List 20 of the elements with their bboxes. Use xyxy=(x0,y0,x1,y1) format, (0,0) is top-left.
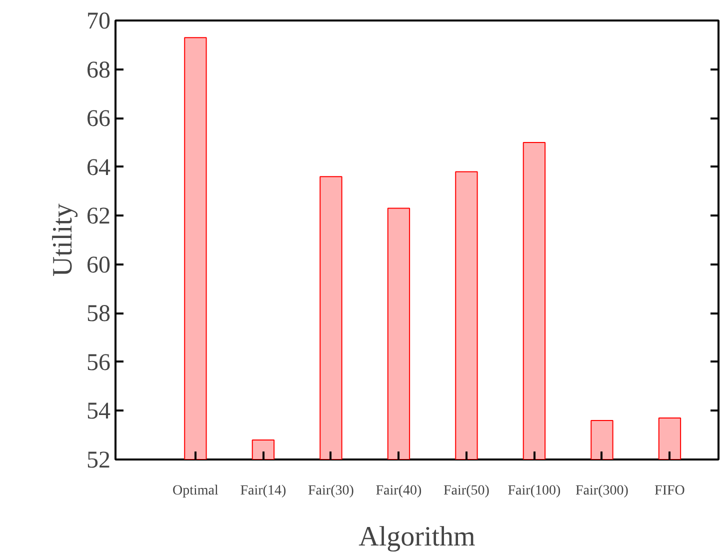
y-tick-label: 60 xyxy=(86,252,110,278)
y-tick-label: 54 xyxy=(86,398,110,425)
x-tick-label: Fair(14) xyxy=(240,484,286,498)
x-tick-label: Fair(40) xyxy=(376,484,422,498)
x-tick-label: Fair(100) xyxy=(508,484,561,498)
x-tick-label: Fair(300) xyxy=(576,484,629,498)
y-axis-title: Utility xyxy=(48,203,78,277)
y-tick-label: 56 xyxy=(86,350,110,376)
y-tick-label: 52 xyxy=(86,448,110,474)
x-axis-title: Algorithm xyxy=(358,522,476,552)
x-tick-label: Fair(50) xyxy=(444,484,490,498)
y-tick-label: 64 xyxy=(86,154,110,181)
y-tick-label: 66 xyxy=(86,106,110,132)
y-tick-label: 70 xyxy=(86,8,110,34)
y-tick-label: 62 xyxy=(86,204,110,230)
y-tick-label: 58 xyxy=(86,301,110,328)
x-tick-label: Fair(30) xyxy=(308,484,354,498)
y-tick-label: 68 xyxy=(86,57,110,84)
x-tick-label: Optimal xyxy=(172,484,218,498)
x-tick-label: FIFO xyxy=(654,484,685,498)
